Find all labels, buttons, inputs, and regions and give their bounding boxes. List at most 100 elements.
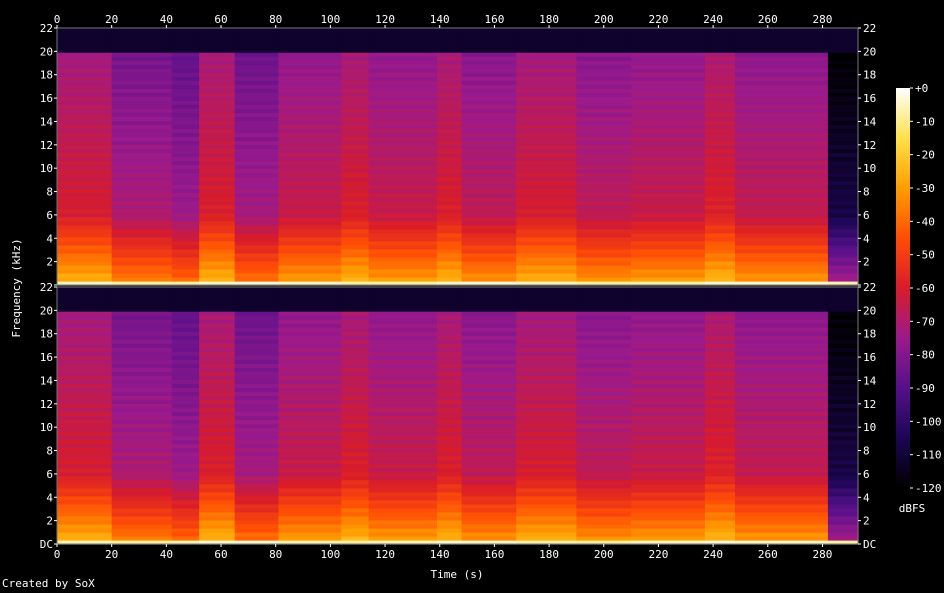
spectrogram-cell [111, 84, 173, 89]
spectrogram-cell [234, 507, 280, 513]
spectrogram-cell [631, 539, 706, 545]
spectrogram-cell [234, 212, 280, 218]
spectrogram-cell [734, 531, 829, 537]
spectrogram-cell [234, 295, 280, 300]
spectrogram-cell [734, 244, 829, 250]
spectrogram-cell [341, 160, 370, 166]
spectrogram-cell [111, 287, 173, 292]
spectrogram-cell [341, 36, 370, 41]
spectrogram-cell [111, 423, 173, 429]
spectrogram-cell [278, 132, 342, 138]
spectrogram-cell [57, 287, 113, 292]
spectrogram-cell [576, 503, 632, 509]
spectrogram-cell [171, 220, 200, 226]
spectrogram-cell [734, 407, 829, 413]
spectrogram-cell [576, 240, 632, 246]
spectrogram-cell [171, 260, 200, 266]
spectrogram-cell [111, 140, 173, 146]
spectrogram-cell [278, 459, 342, 465]
spectrogram-cell [171, 339, 200, 344]
spectrogram-cell [341, 375, 370, 380]
spectrogram-cell [171, 487, 200, 493]
spectrogram-cell [57, 76, 113, 81]
spectrogram-cell [704, 343, 736, 348]
spectrogram-cell [516, 319, 578, 324]
spectrogram-cell [111, 431, 173, 437]
spectrogram-cell [368, 276, 438, 282]
spectrogram-cell [234, 172, 280, 178]
spectrogram-cell [437, 523, 463, 529]
spectrogram-cell [827, 495, 859, 501]
spectrogram-cell [576, 515, 632, 521]
spectrogram-cell [341, 355, 370, 360]
spectrogram-cell [734, 375, 829, 380]
spectrogram-cell [516, 64, 578, 69]
spectrogram-cell [111, 391, 173, 397]
y-tick-label-left: 14 [40, 374, 54, 387]
spectrogram-cell [734, 252, 829, 258]
spectrogram-cell [234, 128, 280, 134]
spectrogram-cell [827, 399, 859, 405]
spectrogram-cell [704, 188, 736, 194]
spectrogram-cell [734, 72, 829, 77]
spectrogram-cell [437, 228, 463, 234]
spectrogram-cell [437, 60, 463, 65]
spectrogram-cell [199, 343, 236, 348]
spectrogram-cell [704, 260, 736, 266]
spectrogram-cell [341, 28, 370, 33]
spectrogram-cell [576, 32, 632, 37]
spectrogram-cell [199, 64, 236, 69]
spectrogram-cell [576, 299, 632, 304]
spectrogram-cell [704, 379, 736, 384]
spectrogram-cell [631, 299, 706, 304]
spectrogram-cell [278, 519, 342, 525]
spectrogram-cell [631, 144, 706, 150]
spectrogram-cell [111, 240, 173, 246]
spectrogram-cell [111, 507, 173, 513]
spectrogram-cell [234, 427, 280, 433]
spectrogram-cell [341, 204, 370, 210]
spectrogram-cell [734, 327, 829, 332]
spectrogram-cell [199, 495, 236, 501]
spectrogram-cell [734, 76, 829, 81]
y-tick-label-left: 10 [40, 421, 53, 434]
spectrogram-cell [57, 423, 113, 429]
spectrogram-cell [171, 467, 200, 473]
spectrogram-cell [704, 60, 736, 65]
spectrogram-cell [516, 487, 578, 493]
spectrogram-cell [368, 347, 438, 352]
spectrogram-cell [171, 351, 200, 356]
spectrogram-cell [57, 291, 113, 296]
spectrogram-cell [461, 72, 517, 77]
colorbar-tick-label: -120 [915, 482, 942, 495]
spectrogram-cell [171, 507, 200, 513]
spectrogram-cell [516, 88, 578, 93]
spectrogram-cell [341, 244, 370, 250]
spectrogram-cell [278, 176, 342, 182]
spectrogram-cell [199, 80, 236, 85]
spectrogram-cell [516, 44, 578, 49]
spectrogram-cell [368, 311, 438, 316]
spectrogram-cell [368, 132, 438, 138]
spectrogram-cell [171, 84, 200, 89]
spectrogram-cell [827, 435, 859, 441]
spectrogram-cell [827, 48, 859, 53]
spectrogram-cell [631, 164, 706, 170]
spectrogram-cell [631, 455, 706, 461]
spectrogram-cell [57, 60, 113, 65]
spectrogram-cell [278, 208, 342, 214]
spectrogram-cell [171, 379, 200, 384]
spectrogram-cell [734, 515, 829, 521]
spectrogram-cell [341, 240, 370, 246]
spectrogram-cell [704, 507, 736, 513]
spectrogram-cell [631, 40, 706, 45]
spectrogram-cell [199, 40, 236, 45]
spectrogram-cell [437, 64, 463, 69]
spectrogram-cell [516, 407, 578, 413]
spectrogram-cell [827, 483, 859, 489]
spectrogram-cell [57, 527, 113, 533]
y-tick-label-left: 16 [40, 92, 53, 105]
spectrogram-cell [368, 232, 438, 238]
spectrogram-cell [516, 132, 578, 138]
spectrogram-cell [437, 503, 463, 509]
